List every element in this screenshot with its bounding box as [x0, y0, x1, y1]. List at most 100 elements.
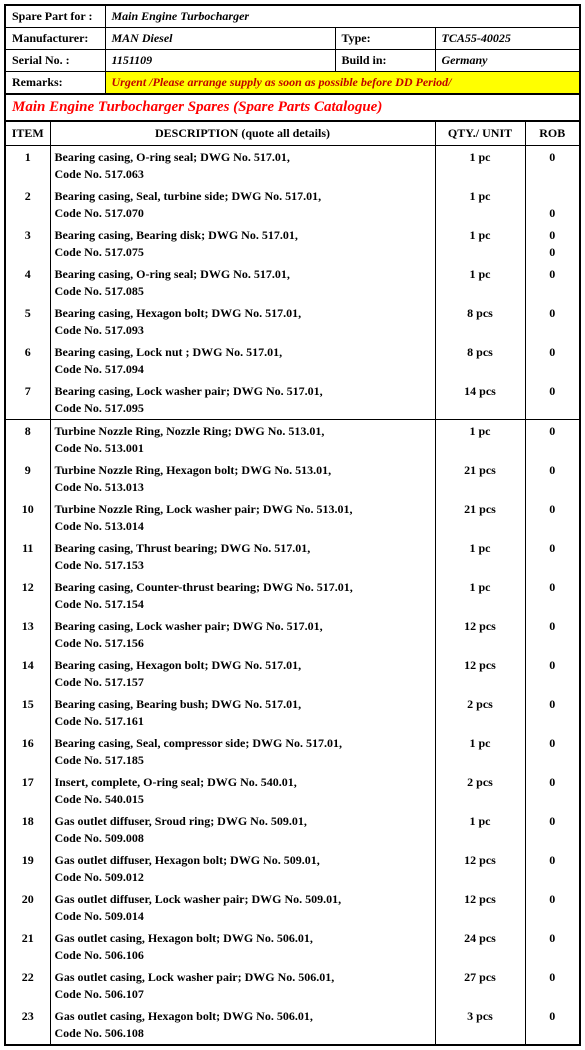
cell-item: 18	[5, 810, 50, 830]
cell-item: 5	[5, 302, 50, 322]
cell-desc-line1: Bearing casing, Lock washer pair; DWG No…	[50, 615, 435, 635]
cell-desc-line1: Bearing casing, O-ring seal; DWG No. 517…	[50, 146, 435, 167]
cell-rob-line2	[525, 908, 580, 927]
cell-desc-line1: Bearing casing, Thrust bearing; DWG No. …	[50, 537, 435, 557]
cell-item: 12	[5, 576, 50, 596]
cell-desc-line2: Code No. 517.095	[50, 400, 435, 420]
cell-item-empty	[5, 166, 50, 185]
cell-qty-empty	[435, 596, 525, 615]
cell-rob	[525, 185, 580, 205]
cell-desc-line1: Bearing casing, Counter-thrust bearing; …	[50, 576, 435, 596]
table-row: 12Bearing casing, Counter-thrust bearing…	[5, 576, 580, 596]
table-row: Code No. 517.157	[5, 674, 580, 693]
cell-item-empty	[5, 986, 50, 1005]
cell-qty: 2 pcs	[435, 771, 525, 791]
table-row: 2Bearing casing, Seal, turbine side; DWG…	[5, 185, 580, 205]
cell-item-empty	[5, 791, 50, 810]
cell-qty-empty	[435, 1025, 525, 1045]
cell-qty: 1 pc	[435, 732, 525, 752]
cell-desc-line1: Bearing casing, Bearing disk; DWG No. 51…	[50, 224, 435, 244]
cell-qty: 1 pc	[435, 146, 525, 167]
cell-qty: 12 pcs	[435, 888, 525, 908]
cell-qty-empty	[435, 205, 525, 224]
cell-rob-line2	[525, 635, 580, 654]
col-header-qty: QTY./ UNIT	[435, 122, 525, 146]
table-row: 17Insert, complete, O-ring seal; DWG No.…	[5, 771, 580, 791]
cell-item-empty	[5, 440, 50, 459]
table-row: 5Bearing casing, Hexagon bolt; DWG No. 5…	[5, 302, 580, 322]
cell-item-empty	[5, 947, 50, 966]
cell-desc-line1: Bearing casing, Hexagon bolt; DWG No. 51…	[50, 654, 435, 674]
cell-rob: 0	[525, 849, 580, 869]
table-row: Code No. 506.107	[5, 986, 580, 1005]
cell-qty-empty	[435, 830, 525, 849]
manufacturer-value: MAN Diesel	[105, 28, 335, 50]
cell-item-empty	[5, 518, 50, 537]
cell-desc-line1: Bearing casing, Lock washer pair; DWG No…	[50, 380, 435, 400]
cell-item-empty	[5, 1025, 50, 1045]
cell-qty-empty	[435, 908, 525, 927]
cell-item-empty	[5, 596, 50, 615]
cell-item-empty	[5, 674, 50, 693]
table-row: 1Bearing casing, O-ring seal; DWG No. 51…	[5, 146, 580, 167]
cell-qty: 12 pcs	[435, 654, 525, 674]
table-row: Code No. 506.108	[5, 1025, 580, 1045]
cell-rob-line2	[525, 322, 580, 341]
cell-qty: 1 pc	[435, 810, 525, 830]
cell-rob-line2	[525, 1025, 580, 1045]
cell-rob: 0	[525, 302, 580, 322]
cell-rob: 0	[525, 1005, 580, 1025]
cell-qty-empty	[435, 791, 525, 810]
table-row: 3Bearing casing, Bearing disk; DWG No. 5…	[5, 224, 580, 244]
table-row: Code No. 517.161	[5, 713, 580, 732]
cell-qty-empty	[435, 713, 525, 732]
cell-item-empty	[5, 479, 50, 498]
table-row: Code No. 540.015	[5, 791, 580, 810]
cell-desc-line1: Turbine Nozzle Ring, Hexagon bolt; DWG N…	[50, 459, 435, 479]
cell-desc-line2: Code No. 517.153	[50, 557, 435, 576]
cell-item: 2	[5, 185, 50, 205]
cell-rob: 0	[525, 927, 580, 947]
cell-desc-line1: Gas outlet casing, Hexagon bolt; DWG No.…	[50, 927, 435, 947]
cell-item-empty	[5, 400, 50, 420]
cell-rob-line2	[525, 986, 580, 1005]
cell-rob-line2	[525, 791, 580, 810]
cell-qty-empty	[435, 361, 525, 380]
cell-rob: 0	[525, 420, 580, 441]
table-row: 11Bearing casing, Thrust bearing; DWG No…	[5, 537, 580, 557]
cell-desc-line2: Code No. 513.013	[50, 479, 435, 498]
table-row: 15Bearing casing, Bearing bush; DWG No. …	[5, 693, 580, 713]
table-row: 23Gas outlet casing, Hexagon bolt; DWG N…	[5, 1005, 580, 1025]
table-row: 16Bearing casing, Seal, compressor side;…	[5, 732, 580, 752]
cell-desc-line2: Code No. 513.014	[50, 518, 435, 537]
cell-rob: 0	[525, 810, 580, 830]
cell-qty: 14 pcs	[435, 380, 525, 400]
cell-desc-line1: Insert, complete, O-ring seal; DWG No. 5…	[50, 771, 435, 791]
table-row: Code No. 517.185	[5, 752, 580, 771]
cell-item-empty	[5, 869, 50, 888]
cell-rob-line2	[525, 400, 580, 420]
cell-item-empty	[5, 361, 50, 380]
cell-desc-line1: Gas outlet casing, Lock washer pair; DWG…	[50, 966, 435, 986]
cell-qty: 8 pcs	[435, 341, 525, 361]
cell-desc-line1: Bearing casing, O-ring seal; DWG No. 517…	[50, 263, 435, 283]
cell-item: 23	[5, 1005, 50, 1025]
cell-qty-empty	[435, 166, 525, 185]
table-row: Code No. 513.013	[5, 479, 580, 498]
cell-qty-empty	[435, 518, 525, 537]
cell-rob: 0	[525, 498, 580, 518]
cell-rob-line2	[525, 713, 580, 732]
cell-rob-line2	[525, 830, 580, 849]
cell-desc-line1: Bearing casing, Seal, turbine side; DWG …	[50, 185, 435, 205]
cell-qty-empty	[435, 479, 525, 498]
table-row: 4Bearing casing, O-ring seal; DWG No. 51…	[5, 263, 580, 283]
cell-item: 4	[5, 263, 50, 283]
cell-qty: 21 pcs	[435, 459, 525, 479]
cell-item: 10	[5, 498, 50, 518]
cell-desc-line2: Code No. 517.085	[50, 283, 435, 302]
table-row: 22Gas outlet casing, Lock washer pair; D…	[5, 966, 580, 986]
header-table: Spare Part for : Main Engine Turbocharge…	[4, 4, 581, 95]
table-row: Code No. 509.012	[5, 869, 580, 888]
serial-no-label: Serial No. :	[5, 50, 105, 72]
cell-desc-line1: Bearing casing, Lock nut ; DWG No. 517.0…	[50, 341, 435, 361]
